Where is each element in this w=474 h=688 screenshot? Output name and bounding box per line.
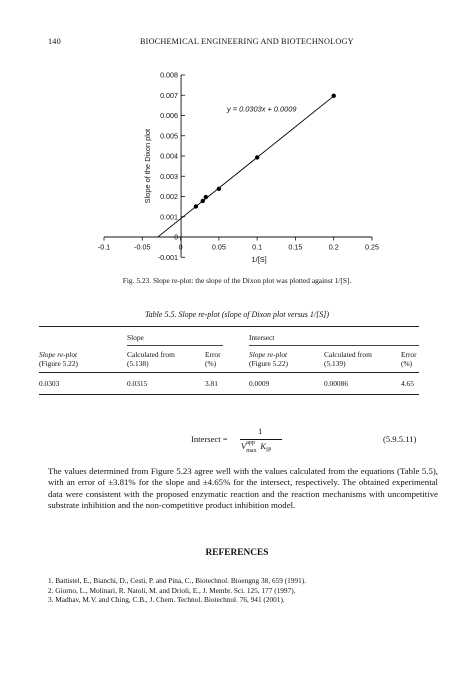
table-header-rule bbox=[39, 372, 419, 373]
slope-group-rule bbox=[127, 345, 223, 346]
col-header-slope-replot: Slope re-plot (Figure 5.22) bbox=[39, 350, 78, 368]
references-list: 1. Battistel, E., Bianchi, D., Cesti, P.… bbox=[48, 576, 448, 605]
table-cell: 0.0009 bbox=[249, 379, 270, 388]
fit-equation-annotation: y = 0.0303x + 0.0009 bbox=[226, 104, 296, 113]
table-caption-text: Table 5.5. Slope re-plot (slope of Dixon… bbox=[144, 310, 330, 319]
x-tick-label: 0.05 bbox=[212, 243, 226, 252]
data-point bbox=[331, 93, 336, 99]
col-header-calc-intersect: Calculated from (5.139) bbox=[324, 350, 372, 368]
col-header-intersect-replot: Slope re-plot (Figure 5.22) bbox=[249, 350, 288, 368]
equation-lhs: Intersect = bbox=[191, 434, 228, 444]
col-header-l1: Slope re-plot bbox=[249, 350, 288, 359]
col-header-l2: (Figure 5.22) bbox=[249, 359, 288, 368]
col-header-l2: (Figure 5.22) bbox=[39, 359, 78, 368]
intersect-group-rule bbox=[249, 345, 419, 346]
col-header-l1: Error bbox=[205, 350, 221, 359]
chart-labels: -0.00100.0010.0020.0030.0040.0050.0060.0… bbox=[98, 71, 379, 264]
chart-axes bbox=[103, 74, 373, 258]
data-point bbox=[200, 198, 205, 204]
y-tick-label: 0.002 bbox=[160, 192, 178, 201]
y-tick-label: 0.007 bbox=[160, 91, 178, 100]
x-tick-label: -0.05 bbox=[134, 243, 150, 252]
x-axis-label: 1/[S] bbox=[252, 255, 267, 264]
col-header-l2: (%) bbox=[401, 359, 413, 368]
col-header-l1: Calculated from bbox=[127, 350, 175, 359]
y-axis-label: Slope of the Dixon plot bbox=[143, 129, 152, 203]
den-k: K bbox=[260, 441, 266, 451]
col-header-error-intersect: Error (%) bbox=[401, 350, 417, 368]
data-point bbox=[193, 204, 199, 209]
x-tick-label: 0 bbox=[179, 243, 183, 252]
page-number: 140 bbox=[48, 37, 61, 46]
running-title: BIOCHEMICAL ENGINEERING AND BIOTECHNOLOG… bbox=[140, 37, 354, 46]
data-point bbox=[254, 155, 260, 160]
figure-caption: Fig. 5.23. Slope re-plot: the slope of t… bbox=[122, 276, 352, 285]
fraction-bar bbox=[240, 439, 282, 440]
col-header-l1: Error bbox=[401, 350, 417, 359]
table-cell: 3.81 bbox=[205, 379, 218, 388]
col-header-calc-slope: Calculated from (5.138) bbox=[127, 350, 175, 368]
body-paragraph: The values determined from Figure 5.23 a… bbox=[48, 466, 438, 511]
table-caption: Table 5.5. Slope re-plot (slope of Dixon… bbox=[0, 310, 474, 319]
reference-item: 2. Giorno, L., Molinari, R. Natoli, M. a… bbox=[48, 585, 296, 595]
table-cell: 0.0303 bbox=[39, 379, 60, 388]
group-header-slope: Slope bbox=[127, 333, 144, 342]
x-tick-label: 0.2 bbox=[329, 243, 339, 252]
y-tick-label: 0.001 bbox=[160, 212, 178, 221]
col-header-l1: Slope re-plot bbox=[39, 350, 78, 359]
equation-number: (5.9.5.11) bbox=[383, 434, 417, 444]
den-v: V bbox=[241, 441, 247, 451]
group-header-intersect: Intersect bbox=[249, 333, 275, 342]
x-tick-label: -0.1 bbox=[98, 243, 110, 252]
data-point bbox=[203, 194, 209, 200]
table-cell: 0.0315 bbox=[127, 379, 148, 388]
y-tick-label: 0.004 bbox=[160, 152, 178, 161]
dixon-slope-replot-chart: -0.00100.0010.0020.0030.0040.0050.0060.0… bbox=[98, 71, 379, 264]
col-header-l2: (%) bbox=[205, 359, 217, 368]
col-header-error-slope: Error (%) bbox=[205, 350, 221, 368]
col-header-l2: (5.138) bbox=[127, 359, 149, 368]
y-tick-label: 0.003 bbox=[160, 172, 178, 181]
equation-numerator: 1 bbox=[258, 426, 263, 436]
y-tick-label: 0.006 bbox=[160, 111, 178, 120]
table-bottom-rule bbox=[39, 394, 419, 395]
table-cell: 4.65 bbox=[401, 379, 414, 388]
col-header-l2: (5.139) bbox=[324, 359, 346, 368]
y-tick-label: -0.001 bbox=[158, 253, 178, 262]
page-header: 140 BIOCHEMICAL ENGINEERING AND BIOTECHN… bbox=[0, 37, 474, 51]
fit-line bbox=[157, 95, 334, 238]
x-tick-label: 0.1 bbox=[252, 243, 262, 252]
y-tick-label: 0 bbox=[174, 233, 178, 242]
den-sup: app bbox=[246, 440, 255, 446]
x-tick-label: 0.25 bbox=[365, 243, 379, 252]
den-k-sub: IP bbox=[265, 447, 272, 454]
col-header-l1: Calculated from bbox=[324, 350, 372, 359]
x-tick-label: 0.15 bbox=[288, 243, 302, 252]
data-point bbox=[216, 186, 222, 192]
table-cell: 0.00086 bbox=[324, 379, 349, 388]
den-sub: max bbox=[246, 448, 257, 454]
reference-item: 3. Madhav, M.V. and Ching, C.B., J. Chem… bbox=[48, 595, 285, 605]
fit-line-group bbox=[157, 95, 334, 238]
y-tick-label: 0.005 bbox=[160, 131, 178, 140]
table-top-rule bbox=[39, 326, 419, 327]
references-heading: REFERENCES bbox=[205, 548, 269, 558]
reference-item: 1. Battistel, E., Bianchi, D., Cesti, P.… bbox=[48, 576, 307, 585]
y-tick-label: 0.008 bbox=[160, 71, 178, 80]
data-points bbox=[193, 93, 336, 209]
